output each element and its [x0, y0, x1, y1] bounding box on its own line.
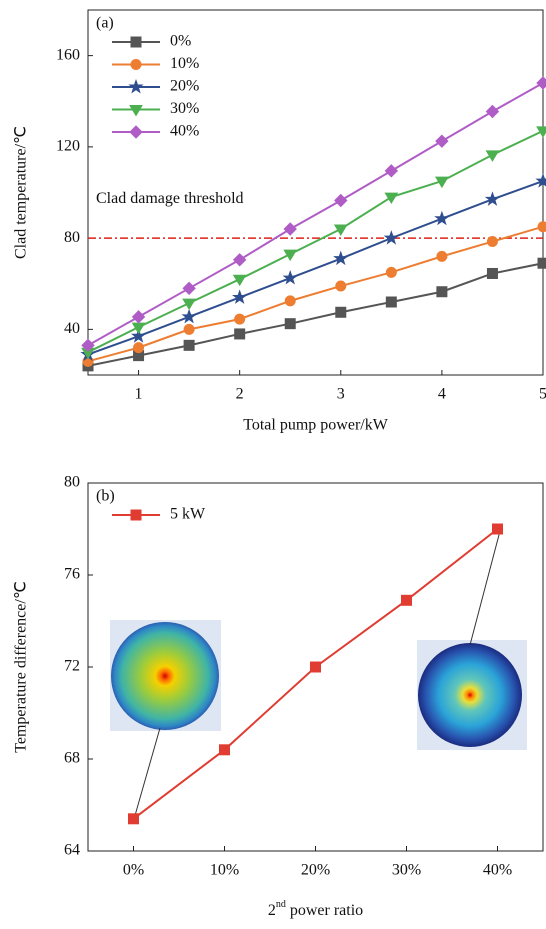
x-tick-label: 5 [539, 386, 546, 403]
marker [436, 250, 448, 262]
x-axis-label-part: power ratio [286, 902, 363, 919]
marker [335, 280, 347, 292]
legend-label: 40% [170, 123, 199, 140]
marker [333, 250, 349, 266]
x-tick-label: 40% [483, 862, 512, 879]
marker [537, 257, 546, 269]
marker [536, 126, 546, 138]
marker [334, 193, 348, 208]
marker [232, 253, 247, 267]
panel-label: (a) [96, 15, 114, 32]
marker [486, 267, 498, 279]
y-tick-label: 80 [64, 229, 80, 246]
x-axis-label: 2nd power ratio [268, 899, 363, 918]
panel-label: (b) [96, 488, 115, 505]
x-tick-label: 2 [236, 386, 244, 403]
marker [129, 125, 143, 139]
marker [182, 298, 196, 311]
marker [492, 523, 503, 535]
marker [234, 313, 246, 325]
marker [310, 661, 321, 673]
series-line [87, 225, 544, 363]
y-tick-label: 68 [64, 750, 80, 767]
y-tick-label: 72 [64, 658, 80, 675]
x-tick-label: 20% [301, 862, 330, 879]
marker [485, 150, 500, 162]
series-line [87, 130, 544, 354]
x-tick-label: 10% [210, 862, 239, 879]
series-line [87, 82, 544, 347]
marker [484, 191, 501, 206]
y-tick-label: 76 [64, 566, 80, 583]
marker [535, 173, 546, 188]
marker [335, 306, 347, 318]
plot-frame [87, 9, 544, 376]
y-tick-label: 80 [64, 474, 80, 491]
legend-label: 0% [170, 33, 191, 50]
x-tick-label: 1 [135, 386, 143, 403]
marker [333, 224, 348, 236]
marker [234, 328, 246, 340]
marker [130, 59, 142, 70]
marker [130, 509, 142, 521]
marker [284, 318, 296, 330]
y-tick-label: 64 [64, 842, 80, 859]
marker [282, 270, 298, 285]
marker [384, 164, 399, 178]
marker [283, 222, 297, 236]
marker [81, 338, 95, 353]
series-line [87, 180, 544, 356]
x-axis-label: Total pump power/kW [243, 417, 389, 434]
marker [183, 339, 195, 351]
series-line [87, 262, 544, 367]
x-tick-label: 4 [438, 386, 446, 403]
marker [385, 296, 397, 308]
inset-right [417, 530, 527, 750]
marker [133, 342, 145, 354]
x-axis-label-part: 2 [268, 902, 276, 919]
x-tick-label: 3 [337, 386, 345, 403]
y-tick-label: 40 [64, 320, 80, 337]
inset-left [110, 620, 221, 820]
marker [384, 192, 399, 205]
marker [486, 236, 498, 248]
marker [129, 105, 143, 117]
marker [219, 744, 230, 756]
y-tick-label: 120 [56, 138, 80, 155]
marker [232, 289, 248, 304]
marker [128, 78, 144, 94]
marker [130, 36, 142, 48]
legend-label: 30% [170, 100, 199, 117]
marker [385, 266, 397, 278]
marker [130, 328, 147, 343]
legend-label: 20% [170, 78, 199, 95]
marker [383, 230, 399, 245]
marker [232, 274, 247, 287]
x-tick-label: 0% [123, 862, 144, 879]
marker [284, 295, 296, 307]
y-axis-label: Clad temperature/℃ [13, 126, 30, 259]
x-tick-label: 30% [392, 862, 421, 879]
marker [537, 221, 546, 233]
marker [401, 594, 412, 606]
marker [181, 308, 197, 324]
threshold-label: Clad damage threshold [96, 190, 244, 207]
marker [435, 176, 449, 189]
legend-label: 5 kW [170, 506, 206, 523]
marker [436, 286, 448, 298]
y-tick-label: 160 [56, 46, 80, 63]
marker [434, 210, 450, 226]
y-axis-label: Temperature difference/℃ [13, 581, 30, 753]
x-axis-label-part: nd [276, 899, 286, 910]
marker [131, 310, 146, 324]
marker [435, 134, 449, 148]
marker [182, 281, 196, 296]
marker [485, 104, 500, 119]
marker [183, 323, 195, 335]
marker [283, 249, 298, 262]
marker [536, 76, 546, 90]
marker [128, 813, 139, 825]
legend-label: 10% [170, 55, 199, 72]
